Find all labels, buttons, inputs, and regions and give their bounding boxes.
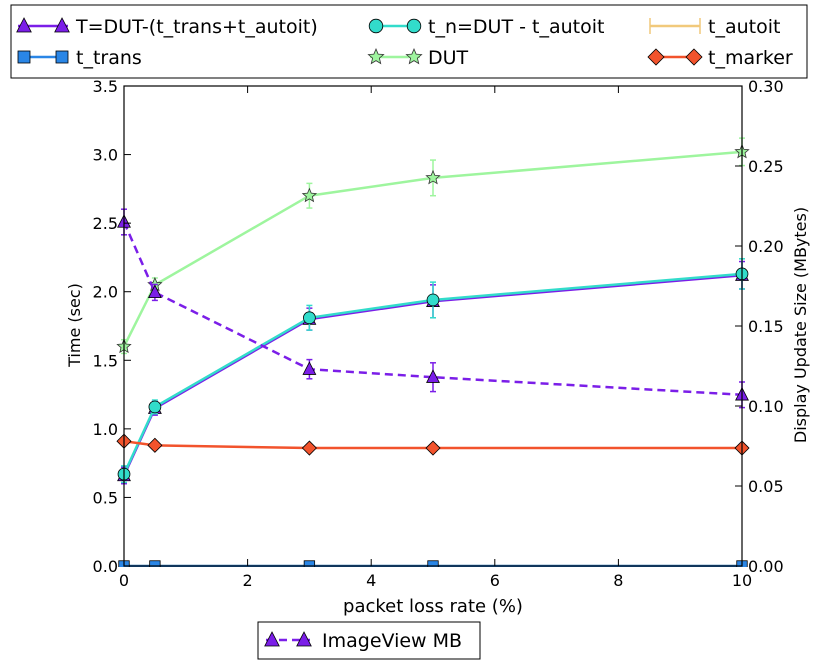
legend-label: DUT: [428, 47, 469, 69]
y-tick-label: 3.0: [93, 146, 118, 165]
data-point: [303, 311, 316, 325]
legend-marker: [406, 18, 422, 34]
x-tick-label: 0: [119, 571, 129, 590]
x-axis-label: packet loss rate (%): [343, 596, 523, 617]
y-tick-label: 0.0: [93, 557, 118, 576]
legend-label: t_marker: [708, 47, 793, 69]
y-tick-label: 3.5: [93, 77, 118, 96]
legend-entry: DUT: [367, 47, 469, 69]
legend-entry: t_n=DUT - t_autoit: [368, 16, 604, 38]
legend-entry: T=DUT-(t_trans+t_autoit): [16, 16, 318, 38]
legend-marker: [368, 18, 384, 34]
legend-label: T=DUT-(t_trans+t_autoit): [75, 16, 318, 38]
x-tick-label: 8: [613, 571, 623, 590]
legend-frame: [10, 4, 808, 79]
y2-tick-label: 0.10: [748, 397, 784, 416]
y-tick-label: 1.5: [93, 351, 118, 370]
data-point: [301, 187, 318, 203]
plot-frame: [123, 85, 743, 567]
data-point: [425, 440, 441, 456]
y2-axis-label: Display Update Size (MBytes): [791, 207, 810, 443]
legend-entry: t_trans: [17, 47, 142, 69]
legend-label: t_trans: [76, 47, 142, 69]
legend-marker: [367, 47, 385, 65]
legend-marker: [405, 47, 423, 65]
legend-marker: [264, 631, 280, 647]
y2-tick-label: 0.15: [748, 317, 784, 336]
legend-marker: [55, 50, 69, 64]
y2-tick-label: 0.20: [748, 237, 784, 256]
data-point: [425, 169, 441, 185]
data-point: [301, 440, 317, 456]
x-tick-label: 4: [366, 571, 376, 590]
data-point: [302, 361, 317, 375]
bottom-legend: ImageView MB: [257, 621, 481, 660]
y-tick-label: 1.0: [93, 420, 118, 439]
y-tick-label: 0.5: [93, 488, 118, 507]
y-tick-label: 2.0: [93, 283, 118, 302]
legend-label: ImageView MB: [322, 630, 462, 652]
y2-tick-label: 0.25: [748, 157, 784, 176]
x-tick-label: 2: [243, 571, 253, 590]
legend-marker: [685, 48, 703, 66]
data-point: [148, 400, 162, 414]
legend-marker: [54, 17, 70, 33]
legend-marker: [17, 50, 31, 64]
series-dut: [116, 137, 750, 355]
legend-entry: t_autoit: [649, 16, 780, 38]
y-axis-label: Time (sec): [65, 283, 84, 368]
x-tick-label: 10: [732, 571, 752, 590]
legend-marker: [647, 48, 665, 66]
legend-label: t_n=DUT - t_autoit: [428, 16, 604, 38]
y2-tick-label: 0.00: [748, 557, 784, 576]
plot-area: [116, 137, 750, 567]
y-tick-label: 2.5: [93, 214, 118, 233]
y2-tick-label: 0.30: [748, 77, 784, 96]
data-point: [426, 369, 440, 383]
data-point: [426, 293, 440, 307]
legend-label: t_autoit: [708, 16, 780, 38]
data-point: [147, 437, 163, 453]
legend-marker: [16, 17, 32, 33]
legend-entry: ImageView MB: [264, 630, 462, 652]
data-point: [147, 284, 162, 299]
x-tick-label: 6: [490, 571, 500, 590]
top-legend: T=DUT-(t_trans+t_autoit) t_n=DUT - t_auto…: [10, 4, 808, 79]
legend-entry: t_marker: [647, 47, 793, 69]
axes: 0 2 4 6 8 10 0.0 0.5 1.0 1.5 2.0 2.5 3.0 3.5 0.00 0.05 0…: [93, 77, 784, 590]
legend-marker: [296, 631, 312, 647]
y2-tick-label: 0.05: [748, 477, 784, 496]
series-t-marker: [116, 433, 750, 456]
